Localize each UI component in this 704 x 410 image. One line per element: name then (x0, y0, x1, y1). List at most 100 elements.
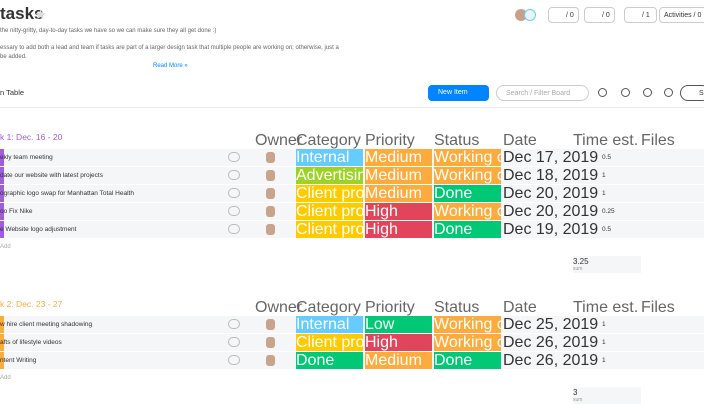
category-label cell[interactable]: Advertising (296, 167, 376, 184)
column-header cell: Files (641, 132, 675, 149)
item-name[interactable]: e Website logo adjustment (0, 226, 77, 233)
date-cell cell[interactable]: Dec 17, 2019 (503, 149, 599, 166)
column-header cell: Status (434, 132, 480, 149)
status-label cell[interactable]: Done (434, 352, 501, 369)
toolbar-icon[interactable] (643, 88, 652, 97)
status-label cell[interactable]: Working on it (434, 334, 528, 351)
comment-icon[interactable] (228, 206, 240, 216)
priority-label cell[interactable]: High (365, 334, 432, 351)
owner-avatar[interactable] (266, 206, 275, 217)
cut-button[interactable]: S (680, 85, 704, 101)
sum-box (573, 387, 641, 404)
board-title: tasks (0, 4, 44, 23)
priority-label cell[interactable]: Medium (365, 352, 432, 369)
item-name[interactable]: w hire client meeting shadowing (0, 321, 93, 328)
date-cell cell[interactable]: Dec 18, 2019 (503, 167, 599, 184)
time-cell[interactable]: 1 (602, 190, 606, 197)
category-label cell[interactable]: Internal (296, 316, 363, 333)
time-cell[interactable]: 1 (602, 357, 606, 364)
status-label cell[interactable]: Working on it (434, 316, 528, 333)
toolbar-icon[interactable] (664, 88, 673, 97)
comment-icon[interactable] (228, 319, 240, 329)
comment-icon[interactable] (228, 355, 240, 365)
item-name[interactable]: ekly team meeting (0, 154, 53, 161)
category-label cell[interactable]: Client projects (296, 203, 398, 220)
invite-icon[interactable] (524, 9, 536, 21)
row-border (0, 203, 4, 220)
owner-avatar[interactable] (266, 152, 275, 163)
owner-avatar[interactable] (266, 170, 275, 181)
priority-label cell[interactable]: Medium (365, 167, 432, 184)
toolbar-icon[interactable] (621, 88, 630, 97)
read-more-link[interactable]: Read More » (153, 63, 188, 69)
item-name[interactable]: date our website with latest projects (0, 172, 103, 179)
status-label cell[interactable]: Done (434, 221, 501, 238)
add-row[interactable]: Add (0, 244, 11, 250)
status-label cell[interactable]: Working on it (434, 149, 528, 166)
search-box[interactable]: Search / Filter Board (496, 85, 589, 101)
owner-avatar[interactable] (266, 319, 275, 330)
category-label cell[interactable]: Done (296, 352, 363, 369)
time-cell[interactable]: 1 (602, 339, 606, 346)
column-header cell: Date (503, 132, 537, 149)
date-cell cell[interactable]: Dec 26, 2019 (503, 352, 599, 369)
category-label cell[interactable]: Client projects (296, 334, 398, 351)
column-header cell: Owner (255, 299, 303, 316)
column-header cell: Files (641, 299, 675, 316)
column-header cell: Time est. (573, 132, 639, 149)
counter-button[interactable]: / 0 (548, 7, 579, 23)
comment-icon[interactable] (228, 170, 240, 180)
add-row[interactable]: Add (0, 375, 11, 381)
item-name[interactable]: oo Fix Nike (0, 208, 33, 215)
sum-label cell: sum (573, 397, 583, 403)
date-cell cell[interactable]: Dec 19, 2019 (503, 221, 599, 238)
owner-avatar[interactable] (266, 355, 275, 366)
column-header cell: Category (296, 132, 361, 149)
item-name[interactable]: ographic logo swap for Manhattan Total H… (0, 190, 134, 197)
star-icon[interactable] (35, 9, 46, 20)
group-title[interactable]: k 2: Dec. 23 - 27 (0, 299, 63, 309)
description-line: the nitty-gritty, day-to-day tasks we ha… (0, 28, 217, 34)
category-label cell[interactable]: Client projects (296, 221, 398, 238)
status-label cell[interactable]: Working on it (434, 203, 528, 220)
comment-icon[interactable] (228, 337, 240, 347)
status-label cell[interactable]: Working on it (434, 167, 528, 184)
priority-label cell[interactable]: High (365, 203, 432, 220)
new-item-button[interactable]: New Item (428, 85, 489, 101)
activities-button[interactable]: Activities / 0 (659, 7, 704, 23)
counter-button[interactable]: / 0 (584, 7, 615, 23)
counter-button[interactable]: / 1 (624, 7, 657, 23)
priority-label cell[interactable]: Medium (365, 185, 432, 202)
sum-box (573, 256, 641, 273)
owner-avatar[interactable] (266, 224, 275, 235)
group-title[interactable]: k 1: Dec. 16 - 20 (0, 132, 63, 142)
owner-avatar[interactable] (266, 188, 275, 199)
owner-avatar[interactable] (266, 337, 275, 348)
priority-label cell[interactable]: Low (365, 316, 432, 333)
status-label cell[interactable]: Done (434, 185, 501, 202)
category-label cell[interactable]: Client projects (296, 185, 398, 202)
comment-icon[interactable] (228, 188, 240, 198)
comment-icon[interactable] (228, 152, 240, 162)
column-header cell: Time est. (573, 299, 639, 316)
time-cell[interactable]: 0.5 (602, 226, 612, 233)
description-line: be added. (0, 54, 27, 60)
category-label cell[interactable]: Internal (296, 149, 363, 166)
toolbar-icon[interactable] (598, 88, 607, 97)
time-cell[interactable]: 0.5 (602, 154, 612, 161)
date-cell cell[interactable]: Dec 26, 2019 (503, 334, 599, 351)
time-cell[interactable]: 1 (602, 321, 606, 328)
priority-label cell[interactable]: Medium (365, 149, 432, 166)
date-cell cell[interactable]: Dec 20, 2019 (503, 185, 599, 202)
view-selector[interactable]: n Table (0, 88, 25, 97)
date-cell cell[interactable]: Dec 25, 2019 (503, 316, 599, 333)
item-name[interactable]: afts of lifestyle videos (0, 339, 62, 346)
item-name[interactable]: ntent Writing (0, 357, 37, 364)
time-cell[interactable]: 0.25 (602, 208, 615, 215)
priority-label cell[interactable]: High (365, 221, 432, 238)
date-cell cell[interactable]: Dec 20, 2019 (503, 203, 599, 220)
comment-icon[interactable] (228, 224, 240, 234)
row-border (0, 221, 4, 238)
time-cell[interactable]: 1 (602, 172, 606, 179)
